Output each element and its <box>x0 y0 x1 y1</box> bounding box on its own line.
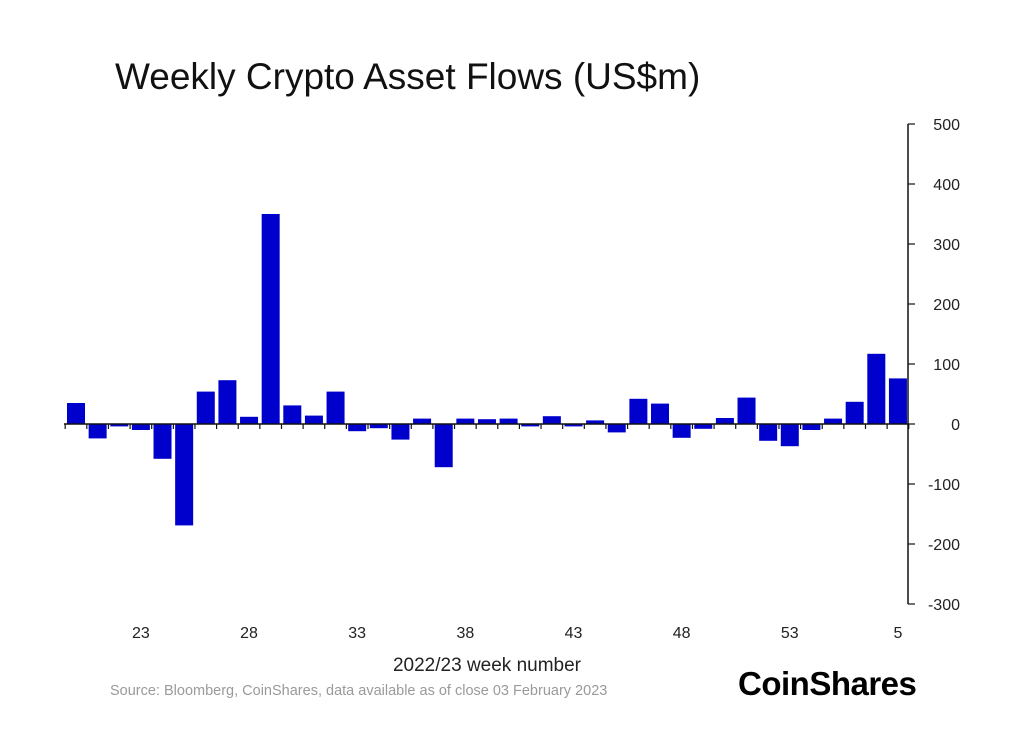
bar-week-34 <box>369 424 388 429</box>
y-tick-label: 200 <box>933 297 960 314</box>
bar-week-37 <box>434 424 453 468</box>
bar-week-53 <box>780 424 799 447</box>
bar-week-32 <box>326 391 345 424</box>
bar-week-35 <box>391 424 410 440</box>
bar-week-44 <box>586 420 605 424</box>
y-tick-label: -200 <box>928 537 960 554</box>
bar-week-38 <box>456 418 475 424</box>
y-tick-label: 400 <box>933 177 960 194</box>
bar-week-28 <box>240 416 259 424</box>
bar-week-2 <box>824 418 843 424</box>
x-tick-label: 23 <box>132 625 150 642</box>
bar-week-41 <box>521 424 540 427</box>
bar-week-5 <box>888 378 907 424</box>
bar-week-36 <box>413 418 432 424</box>
bar-week-25 <box>175 424 194 526</box>
bar-week-1 <box>802 424 821 430</box>
y-tick-label: 0 <box>951 417 960 434</box>
bar-week-29 <box>261 214 280 424</box>
bar-week-46 <box>629 398 648 424</box>
coinshares-logo: CoinShares <box>738 665 916 702</box>
bar-week-20 <box>67 403 85 424</box>
x-tick-label: 38 <box>456 625 474 642</box>
x-tick-label: 28 <box>240 625 258 642</box>
source-note: Source: Bloomberg, CoinShares, data avai… <box>110 683 607 699</box>
x-tick-label: 5 <box>893 625 902 642</box>
bar-week-49 <box>694 424 713 429</box>
bar-week-51 <box>737 397 756 424</box>
y-tick-label: 300 <box>933 237 960 254</box>
bar-week-45 <box>607 424 626 433</box>
bar-week-4 <box>867 353 886 424</box>
y-tick-label: -300 <box>928 597 960 614</box>
bar-week-50 <box>715 418 734 424</box>
x-tick-label: 48 <box>673 625 691 642</box>
bar-week-39 <box>477 419 496 424</box>
bar-week-30 <box>283 405 302 424</box>
x-axis-label: 2022/23 week number <box>393 655 582 676</box>
bar-week-23 <box>131 424 150 430</box>
bar-week-27 <box>218 380 237 424</box>
bar-week-43 <box>564 424 583 427</box>
bar-week-31 <box>304 415 323 424</box>
x-tick-label: 33 <box>348 625 366 642</box>
bar-week-47 <box>651 403 670 424</box>
bar-week-40 <box>499 418 518 424</box>
y-tick-label: -100 <box>928 477 960 494</box>
bar-week-33 <box>348 424 367 432</box>
y-axis: 500 400 300 200 100 0 -100 -200 -300 <box>907 117 960 614</box>
y-tick-label: 500 <box>933 117 960 134</box>
bar-week-24 <box>153 424 172 459</box>
x-tick-label: 53 <box>781 625 799 642</box>
bars <box>67 214 907 526</box>
bar-week-52 <box>759 424 778 441</box>
bar-week-26 <box>196 391 215 424</box>
bar-week-22 <box>110 424 129 427</box>
chart-title: Weekly Crypto Asset Flows (US$m) <box>115 56 700 97</box>
y-tick-label: 100 <box>933 357 960 374</box>
x-axis: 23 28 33 38 43 48 53 5 <box>64 423 910 642</box>
bar-week-3 <box>845 401 864 424</box>
bar-week-21 <box>88 424 107 439</box>
x-tick-label: 43 <box>565 625 583 642</box>
bar-week-42 <box>542 416 561 424</box>
bar-week-48 <box>672 424 691 438</box>
